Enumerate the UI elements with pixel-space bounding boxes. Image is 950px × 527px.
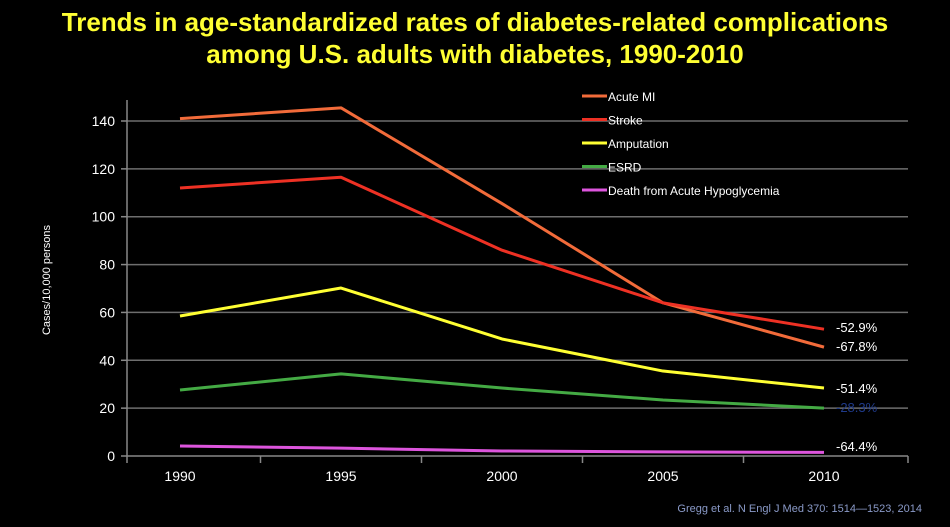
y-tick-label: 20 <box>99 400 115 416</box>
legend-label: Acute MI <box>608 90 655 104</box>
end-label: -67.8% <box>836 339 878 354</box>
y-tick-label: 140 <box>92 113 116 129</box>
end-label: -51.4% <box>836 381 878 396</box>
y-tick-label: 80 <box>99 257 115 273</box>
x-tick-label: 2005 <box>647 468 678 484</box>
series-line <box>179 372 825 410</box>
y-tick-label: 120 <box>92 161 116 177</box>
y-tick-label: 40 <box>99 352 115 368</box>
legend-label: Amputation <box>608 137 669 151</box>
source-citation: Gregg et al. N Engl J Med 370: 1514—1523… <box>677 503 922 515</box>
y-tick-label: 0 <box>107 448 115 464</box>
series-line <box>179 286 825 390</box>
title-line-1: Trends in age-standardized rates of diab… <box>61 7 889 37</box>
x-tick-label: 2000 <box>486 468 517 484</box>
series-line <box>179 175 825 331</box>
y-tick-label: 100 <box>92 209 116 225</box>
end-label: -52.9% <box>836 320 878 335</box>
legend-label: ESRD <box>608 161 642 175</box>
end-label: -64.4% <box>836 439 878 454</box>
legend-label: Stroke <box>608 114 643 128</box>
x-tick-label: 2010 <box>808 468 839 484</box>
y-axis-label: Cases/10,000 persons <box>41 224 53 335</box>
series-line <box>179 106 825 349</box>
end-label: -28.3% <box>836 400 878 415</box>
x-tick-label: 1990 <box>164 468 195 484</box>
legend-label: Death from Acute Hypoglycemia <box>608 184 780 198</box>
title-line-2: among U.S. adults with diabetes, 1990-20… <box>206 39 744 69</box>
chart-title: Trends in age-standardized rates of diab… <box>0 6 950 70</box>
y-tick-label: 60 <box>99 304 115 320</box>
series-line <box>179 444 825 454</box>
x-tick-label: 1995 <box>325 468 356 484</box>
